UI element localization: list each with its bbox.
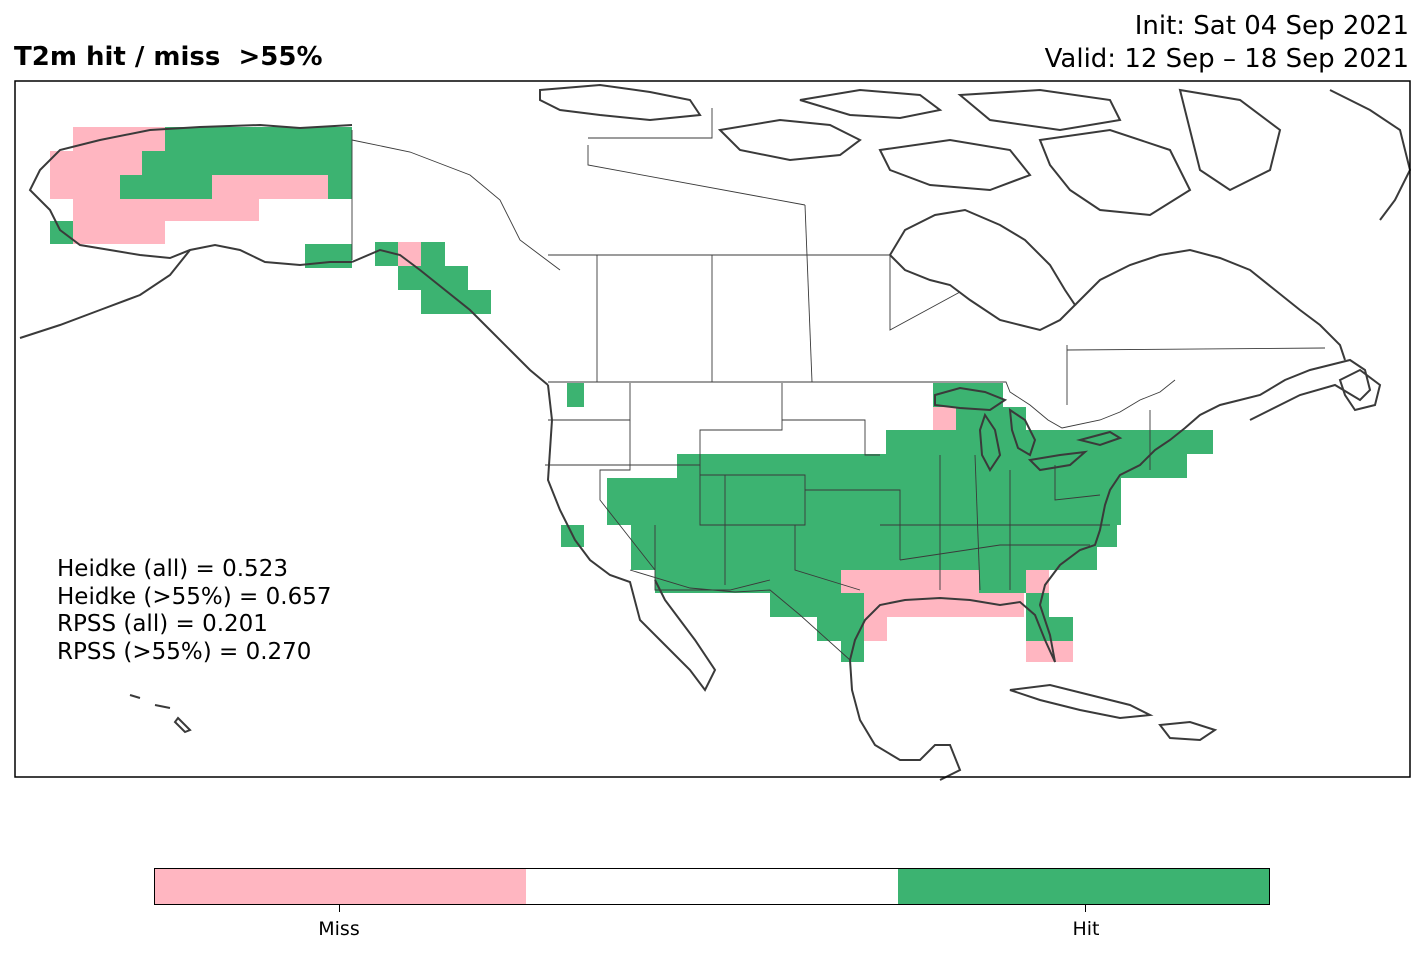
colorbar-tick-hit (1085, 905, 1087, 912)
state-border (654, 525, 771, 591)
hit-cell (770, 593, 841, 617)
miss-cell (212, 175, 328, 199)
alaska-panhandle-coast (351, 248, 549, 386)
hit-cell (567, 383, 584, 407)
state-border (1054, 465, 1101, 501)
state-border (699, 465, 806, 526)
alaska-coast (28, 123, 353, 267)
miss-cell (933, 407, 956, 430)
chart-title: T2m hit / miss >55% (14, 42, 323, 72)
rpss-55: RPSS (>55%) = 0.270 (57, 638, 312, 665)
hit-miss-grid (50, 127, 1213, 662)
province-border (587, 145, 806, 206)
lake-ontario (1076, 430, 1123, 447)
colorbar-label-miss: Miss (318, 918, 360, 940)
state-border (545, 383, 783, 466)
map-frame (14, 80, 1411, 778)
hit-cell (421, 290, 491, 314)
alaska-peninsula-coast (19, 249, 191, 339)
arctic-island (717, 118, 862, 162)
hit-cell (631, 547, 1097, 570)
hawaii (129, 694, 192, 734)
state-border (805, 489, 901, 560)
labrador-coast (1074, 248, 1346, 361)
hit-cell (120, 175, 212, 199)
colorbar-miss-segment (155, 869, 527, 904)
province-border (804, 204, 813, 383)
hispaniola (1158, 720, 1218, 742)
miss-cell (73, 221, 165, 244)
us-pacific-coast (546, 384, 717, 692)
hudson-bay-coast (889, 208, 1077, 332)
colorbar-label-hit: Hit (1072, 918, 1100, 940)
lake-superior (934, 386, 1008, 412)
hit-cell (841, 593, 864, 617)
hit-cell (142, 151, 352, 175)
colorbar-hit-segment (897, 869, 1269, 904)
init-date: Init: Sat 04 Sep 2021 (1134, 11, 1409, 41)
miss-cell (50, 175, 120, 199)
gulf-coast (849, 358, 1372, 663)
mexico-coast (849, 659, 962, 781)
province-border (889, 255, 961, 331)
skill-scores: Heidke (all) = 0.523 Heidke (>55%) = 0.6… (57, 556, 331, 666)
hit-cell (1026, 593, 1049, 617)
state-border (599, 420, 656, 571)
rpss-all: RPSS (all) = 0.201 (57, 611, 268, 637)
miss-cell (73, 199, 259, 221)
miss-cell (864, 617, 887, 641)
arctic-island (1038, 128, 1192, 217)
heidke-55: Heidke (>55%) = 0.657 (57, 583, 332, 610)
province-border (1066, 347, 1326, 351)
lake-huron (1008, 407, 1037, 457)
cuba (1009, 683, 1154, 720)
hit-cell (328, 175, 352, 199)
colorbar (154, 868, 1270, 905)
hit-cell (607, 502, 1121, 525)
miss-cell (841, 570, 979, 593)
newfoundland (1338, 368, 1382, 412)
lake-erie (1027, 450, 1089, 472)
hit-cell (655, 570, 841, 593)
miss-cell (398, 242, 421, 266)
hit-cell (50, 221, 73, 244)
state-border (974, 454, 981, 591)
hit-cell (631, 525, 1117, 547)
colorbar-neutral-segment (526, 869, 898, 904)
alaska-panhandle-border (351, 139, 561, 271)
valid-period: Valid: 12 Sep – 18 Sep 2021 (1044, 44, 1409, 74)
state-border (899, 544, 1090, 561)
state-border (548, 383, 631, 421)
hit-cell (979, 570, 1026, 593)
arctic-island (1178, 88, 1282, 192)
hit-cell (956, 407, 1026, 430)
hit-cell (165, 127, 352, 151)
colorbar-tick-miss (339, 905, 341, 912)
hit-cell (398, 266, 468, 290)
miss-cell (1026, 570, 1049, 593)
hit-cell (886, 430, 1213, 454)
arctic-island (957, 88, 1122, 132)
lake-michigan (978, 412, 1002, 472)
hit-cell (421, 242, 445, 266)
country-borders (351, 108, 1326, 661)
arctic-island (539, 83, 702, 122)
arctic-island (799, 88, 943, 120)
state-border (782, 419, 880, 456)
state-border (794, 525, 861, 591)
us-canada-border (548, 379, 1176, 429)
forecast-dates: Init: Sat 04 Sep 2021 Valid: 12 Sep – 18… (1045, 10, 1409, 76)
heidke-all: Heidke (all) = 0.523 (57, 556, 288, 582)
us-mexico-border (629, 569, 851, 661)
coastlines (19, 83, 1412, 781)
province-border (588, 108, 713, 139)
hit-cell (375, 242, 398, 266)
miss-cell (50, 151, 142, 175)
map (14, 80, 1412, 781)
hit-cell (677, 454, 1187, 478)
greenland-coast (1329, 89, 1412, 221)
arctic-island (878, 138, 1032, 192)
